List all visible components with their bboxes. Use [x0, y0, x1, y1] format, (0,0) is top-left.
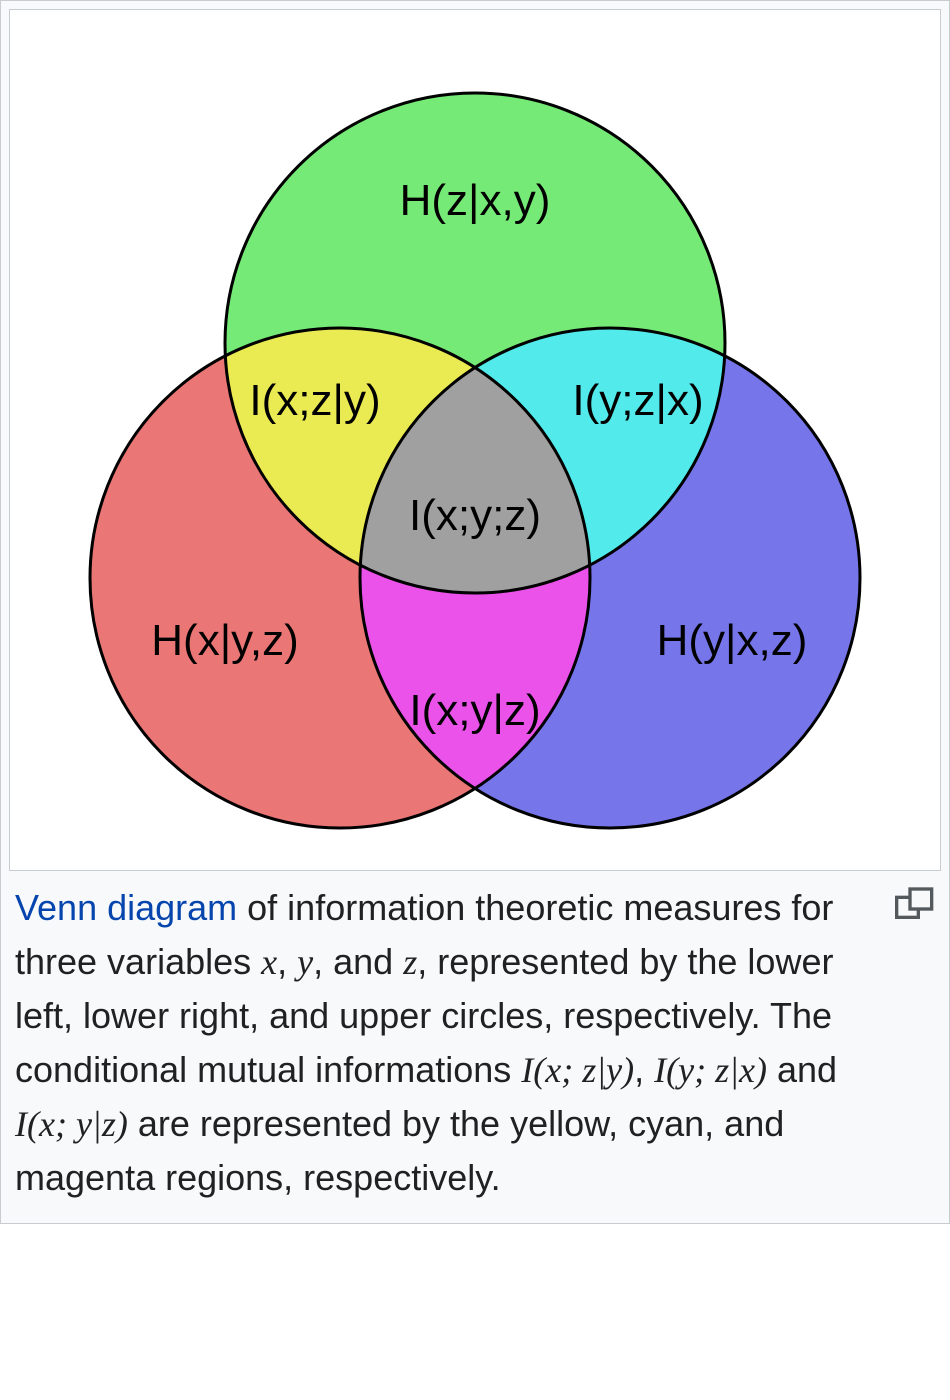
label-h-x-given-yz: H(x|y,z)	[151, 616, 298, 665]
caption-sep-1: ,	[277, 941, 297, 982]
figure-caption: Venn diagram of information theoretic me…	[15, 881, 883, 1205]
expr-i-xzy: I(x; z|y)	[521, 1050, 634, 1090]
var-x: x	[261, 942, 277, 982]
caption-sep-2: , and	[313, 941, 403, 982]
var-y: y	[297, 942, 313, 982]
venn-diagram-link[interactable]: Venn diagram	[15, 887, 237, 928]
label-i-xz-given-y: I(x;z|y)	[249, 376, 380, 425]
label-i-xy-given-z: I(x;y|z)	[409, 686, 540, 735]
expr-i-xyz: I(x; y|z)	[15, 1104, 128, 1144]
caption-sep-4: and	[767, 1049, 837, 1090]
expr-i-yzx: I(y; z|x)	[654, 1050, 767, 1090]
label-h-y-given-xz: H(y|x,z)	[657, 616, 808, 665]
caption-row: Venn diagram of information theoretic me…	[9, 871, 941, 1215]
caption-text-3: are represented by the yellow, cyan, and…	[15, 1103, 784, 1198]
label-i-yz-given-x: I(y;z|x)	[572, 376, 703, 425]
venn-diagram: H(z|x,y) H(x|y,z) H(y|x,z) I(x;z|y) I(y;…	[40, 40, 910, 860]
label-i-xyz: I(x;y;z)	[409, 491, 541, 540]
figure-thumb: H(z|x,y) H(x|y,z) H(y|x,z) I(x;z|y) I(y;…	[0, 0, 950, 1224]
enlarge-icon[interactable]	[895, 887, 935, 921]
var-z: z	[403, 942, 417, 982]
caption-sep-3: ,	[634, 1049, 654, 1090]
label-h-z-given-xy: H(z|x,y)	[400, 176, 551, 225]
figure-image-frame[interactable]: H(z|x,y) H(x|y,z) H(y|x,z) I(x;z|y) I(y;…	[9, 9, 941, 871]
